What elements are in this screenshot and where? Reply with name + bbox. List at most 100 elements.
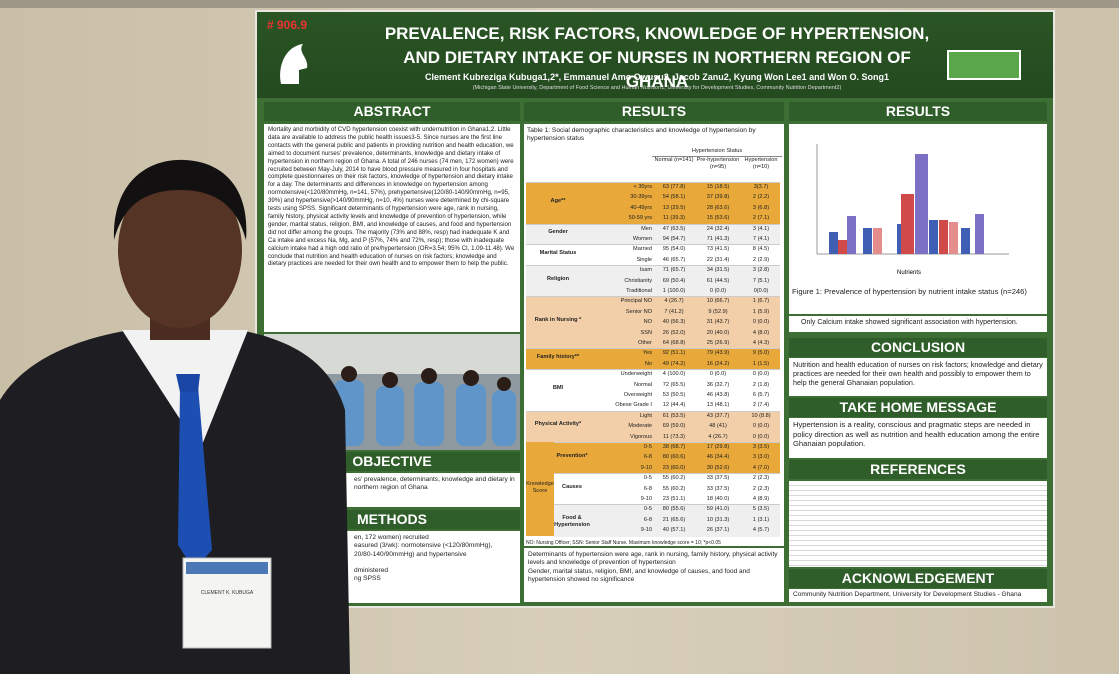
table-cell: 61 (53.5) (662, 412, 686, 419)
table-cell: 4 (26.7) (708, 433, 728, 440)
table-cell: 30 (52.6) (706, 464, 730, 471)
row-label: Single (636, 256, 652, 263)
group-label: Rank in Nursing * (534, 317, 582, 324)
section-heading: ABSTRACT (264, 102, 520, 121)
row-label: Isam (639, 267, 652, 274)
table-cell: 40 (56.3) (662, 319, 686, 326)
group-label: Family history** (536, 353, 580, 360)
results-bullets: Determinants of hypertension were age, r… (524, 548, 784, 602)
table-cell: 17 (29.8) (706, 444, 730, 450)
take-home-text: Hypertension is a reality, conscious and… (789, 418, 1047, 458)
table-cell: 24 (32.4) (706, 225, 730, 232)
table-cell: 0 (0.0) (752, 371, 770, 378)
group-label: Age** (550, 197, 566, 204)
ceiling-edge (0, 0, 1119, 8)
table-cell: 3 (4.1) (752, 225, 770, 232)
header (257, 12, 1053, 98)
uds-logo (947, 50, 1021, 80)
table-cell: 28 (63.6) (706, 204, 730, 211)
table-cell: 5 (3.5) (752, 506, 770, 513)
table-cell: 55 (60.2) (662, 485, 686, 492)
table-cell: 4 (4.3) (752, 340, 770, 346)
group-row (526, 369, 780, 412)
group-row (526, 296, 780, 350)
table-cell: 0 (0.0) (709, 288, 727, 294)
table-cell: 25 (26.9) (706, 340, 730, 346)
figure-panel: Nutrients Figure 1: Prevalence of hypert… (789, 124, 1047, 314)
table-cell: 2 (1.8) (752, 381, 770, 388)
table-cell: 31 (43.7) (706, 319, 730, 326)
row-label: 6-8 (643, 516, 652, 523)
table-cell: 3 (2.8) (752, 267, 770, 274)
figure-caption: Figure 1: Prevalence of hypertension by … (792, 287, 1027, 296)
table-cell: 46 (34.4) (706, 454, 730, 461)
table-cell: 20 (40.0) (706, 329, 730, 336)
table-cell: 2 (7.1) (752, 215, 770, 222)
table-cell: 36 (32.7) (706, 381, 730, 388)
table-cell: 54 (58.1) (662, 194, 686, 201)
table-cell: 4 (7.0) (752, 464, 770, 471)
row-label: 40-49yrs (630, 204, 652, 211)
group-row (554, 473, 780, 506)
row-label: < 30yrs (633, 184, 653, 190)
section-heading: TAKE HOME MESSAGE (789, 398, 1047, 417)
group-row (526, 182, 780, 225)
table-cell: 80 (55.6) (662, 506, 686, 513)
group-row (526, 244, 780, 267)
row-label: Senior NO (625, 308, 652, 315)
table-caption: Table 1: Social demographic characterist… (527, 127, 756, 143)
table-cell: 9 (5.0) (752, 350, 770, 357)
table-cell: 61 (44.5) (706, 277, 730, 284)
table-cell: 94 (54.7) (662, 236, 686, 242)
table-cell: 0(0.0) (753, 288, 769, 294)
row-label: Married (633, 246, 652, 253)
table-cell: 1 (3.1) (752, 516, 770, 523)
row-label: No (644, 360, 652, 367)
table-cell: 95 (54.0) (662, 246, 686, 253)
table-cell: 4 (100.0) (662, 371, 686, 378)
table-cell: 33 (37.5) (706, 485, 730, 492)
section-heading: RESULTS (789, 102, 1047, 121)
group-label: Physical Activity* (534, 421, 582, 428)
row-label: Principal NO (620, 298, 652, 305)
table-cell: 34 (31.5) (706, 267, 730, 274)
table-cell: 0 (0.0) (752, 433, 770, 440)
table-cell: 0 (0.0) (752, 423, 770, 430)
section-heading: REFERENCES (789, 460, 1047, 479)
table-cell: 3(3.7) (753, 184, 769, 190)
table-cell: 3 (6.8) (752, 204, 770, 211)
table-cell: 47 (63.5) (662, 225, 686, 232)
table-cell: 38 (68.7) (662, 444, 686, 450)
acknowledgement-text: Community Nutrition Department, Universi… (789, 589, 1047, 602)
section-heading: ACKNOWLEDGEMENT (789, 569, 1047, 588)
table-cell: 69 (59.0) (662, 423, 686, 430)
table-cell: 11 (73.3) (663, 433, 685, 440)
title-line: PREVALENCE, RISK FACTORS, KNOWLEDGE OF H… (384, 24, 930, 43)
table-cell: 2 (7.4) (752, 402, 770, 409)
table-cell: 10 (66.7) (706, 298, 730, 305)
row-label: 6-8 (643, 454, 652, 461)
table-cell: 11 (39.3) (663, 215, 685, 222)
row-label: 50-59 yrs (628, 215, 652, 222)
column-header: Normal (n=141) (654, 157, 694, 163)
table-cell: 7 (4.1) (752, 236, 770, 242)
table-cell: 23 (60.0) (662, 464, 686, 471)
table-cell: 63 (77.8) (662, 184, 686, 190)
table-cell: 21 (65.6) (662, 516, 686, 523)
row-label: 0-5 (643, 475, 652, 482)
bullet: Gender, marital status, religion, BMI, a… (528, 567, 750, 583)
conclusion-text: Nutrition and health education of nurses… (789, 358, 1047, 396)
table-cell: 72 (65.5) (662, 381, 686, 388)
row-label: 0-5 (643, 444, 652, 450)
table-cell: 64 (68.8) (662, 340, 686, 346)
group-label: Knowledge Score (526, 442, 554, 536)
table-cell: 8 (4.5) (752, 246, 770, 253)
row-label: Traditional (626, 288, 652, 294)
table-cell: 7 (41.2) (664, 308, 684, 315)
row-label: Overweight (623, 392, 652, 398)
title: PREVALENCE, RISK FACTORS, KNOWLEDGE OF H… (377, 22, 937, 94)
table-cell: 13 (48.1) (706, 402, 730, 409)
table-cell: 4 (8.0) (752, 329, 770, 336)
table-cell: 1 (5.9) (752, 308, 770, 315)
